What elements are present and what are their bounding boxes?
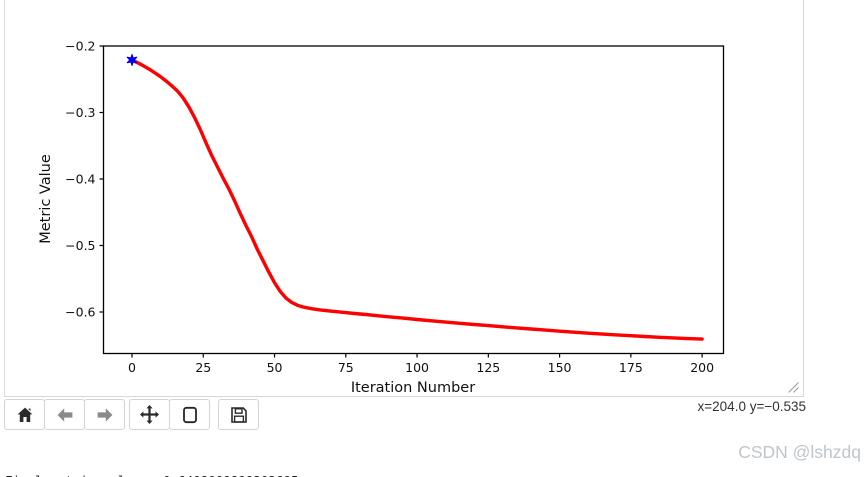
toolbar-group-save xyxy=(218,399,259,430)
figure-canvas-panel[interactable]: 0 25 50 75 100 125 150 175 200 −0.2 −0.3 −0.4 −0.5 −0… xyxy=(4,0,804,397)
x-tick-label: 200 xyxy=(690,360,714,375)
x-tick-label: 175 xyxy=(619,360,643,375)
metric-line xyxy=(130,58,704,341)
console-line-final-metric: Final metric value: -0.6408009899202695 xyxy=(5,473,848,477)
toolbar-group-history xyxy=(4,399,125,430)
y-axis-label: Metric Value xyxy=(38,154,54,244)
x-tick-label: 150 xyxy=(548,360,572,375)
save-button[interactable] xyxy=(218,399,259,430)
metric-plot: 0 25 50 75 100 125 150 175 200 −0.2 −0.3 −0.4 −0.5 −0… xyxy=(65,38,725,375)
resize-grip-icon[interactable] xyxy=(787,381,800,394)
arrow-left-icon xyxy=(57,407,72,422)
y-tick-label: −0.5 xyxy=(65,238,95,253)
home-button[interactable] xyxy=(4,399,45,430)
pan-button[interactable] xyxy=(129,399,170,430)
arrow-right-icon xyxy=(97,407,112,422)
zoom-rect-button[interactable] xyxy=(169,399,210,430)
y-tick-label: −0.6 xyxy=(65,304,95,319)
x-axis-label: Iteration Number xyxy=(350,380,476,396)
y-tick-label: −0.2 xyxy=(65,38,95,53)
x-tick-label: 125 xyxy=(476,360,500,375)
toolbar-group-tools xyxy=(129,399,210,430)
zoom-rect-icon xyxy=(182,406,197,423)
back-button[interactable] xyxy=(44,399,85,430)
x-tick-label: 0 xyxy=(128,360,136,375)
console-output: Final metric value: -0.6408009899202695 … xyxy=(5,441,848,477)
move-cross-icon xyxy=(140,405,159,424)
watermark: CSDN @lshzdq xyxy=(738,442,861,462)
save-icon xyxy=(230,406,247,423)
start-marker xyxy=(126,53,138,67)
x-tick-label: 50 xyxy=(267,360,283,375)
plot-toolbar xyxy=(4,399,259,430)
home-icon xyxy=(17,407,32,422)
y-tick-label: −0.4 xyxy=(65,171,95,186)
y-tick-label: −0.3 xyxy=(65,105,95,120)
cursor-coordinates: x=204.0 y=−0.535 xyxy=(697,399,806,414)
x-tick-label: 25 xyxy=(195,360,211,375)
x-tick-label: 100 xyxy=(405,360,429,375)
x-tick-label: 75 xyxy=(338,360,354,375)
axes-spines xyxy=(102,45,725,355)
forward-button[interactable] xyxy=(84,399,125,430)
